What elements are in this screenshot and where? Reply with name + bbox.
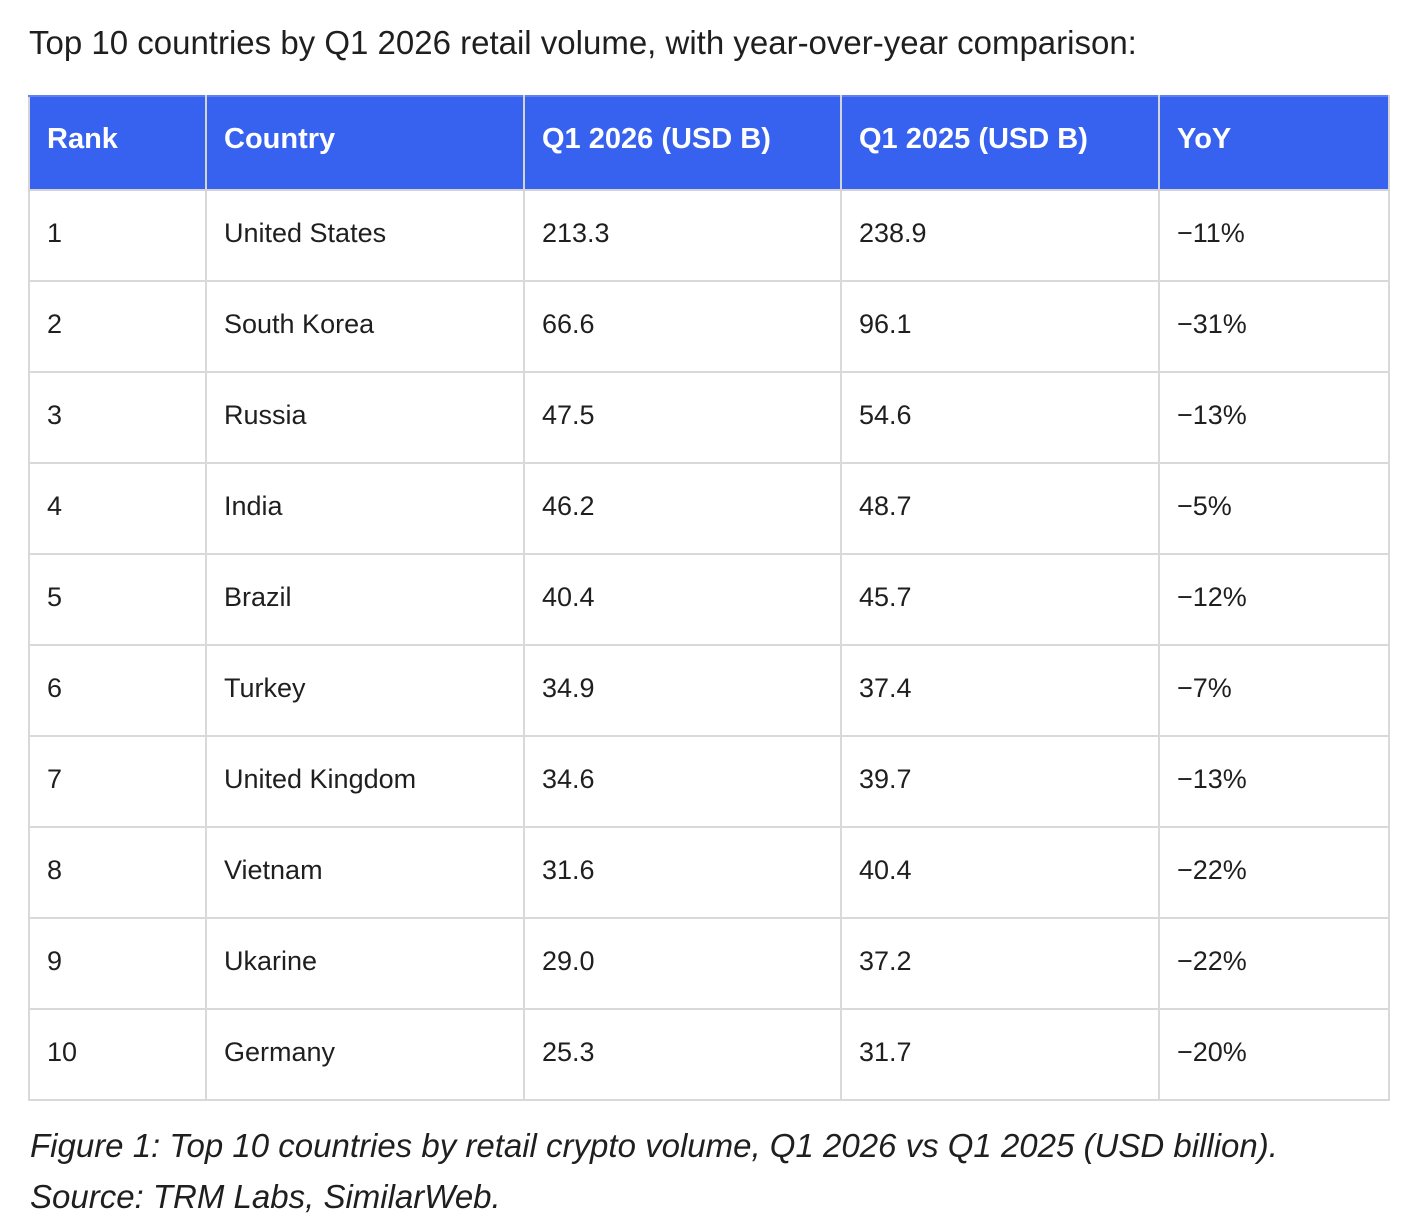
figure-caption: Figure 1: Top 10 countries by retail cry… xyxy=(30,1127,1278,1215)
yoy-cell: −11% xyxy=(1158,189,1390,282)
table-row: 1 United States 213.3 238.9 −11% xyxy=(28,189,1390,282)
rank-cell: 3 xyxy=(28,371,207,464)
q1-2025-cell: 31.7 xyxy=(840,1008,1160,1101)
table-row: 7 United Kingdom 34.6 39.7 −13% xyxy=(28,735,1390,828)
table-row: 4 India 46.2 48.7 −5% xyxy=(28,462,1390,555)
rank-cell: 1 xyxy=(28,189,207,282)
yoy-cell: −5% xyxy=(1158,462,1390,555)
table-row: 3 Russia 47.5 54.6 −13% xyxy=(28,371,1390,464)
rank-cell: 8 xyxy=(28,826,207,919)
table-row: 8 Vietnam 31.6 40.4 −22% xyxy=(28,826,1390,919)
country-cell: United States xyxy=(205,189,525,282)
yoy-cell: −12% xyxy=(1158,553,1390,646)
rank-cell: 2 xyxy=(28,280,207,373)
q1-2026-cell: 213.3 xyxy=(523,189,842,282)
q1-2026-cell: 31.6 xyxy=(523,826,842,919)
rank-cell: 9 xyxy=(28,917,207,1010)
column-header-yoy: YoY xyxy=(1158,95,1390,191)
country-cell: Ukarine xyxy=(205,917,525,1010)
q1-2025-cell: 96.1 xyxy=(840,280,1160,373)
q1-2026-cell: 34.9 xyxy=(523,644,842,737)
q1-2025-cell: 39.7 xyxy=(840,735,1160,828)
q1-2026-cell: 47.5 xyxy=(523,371,842,464)
intro-text: Top 10 countries by Q1 2026 retail volum… xyxy=(29,24,1137,61)
table-header-row: Rank Country Q1 2026 (USD B) Q1 2025 (US… xyxy=(28,95,1390,191)
retail-volume-table: Rank Country Q1 2026 (USD B) Q1 2025 (US… xyxy=(28,95,1390,1101)
country-cell: Brazil xyxy=(205,553,525,646)
yoy-cell: −31% xyxy=(1158,280,1390,373)
table-row: 2 South Korea 66.6 96.1 −31% xyxy=(28,280,1390,373)
rank-cell: 10 xyxy=(28,1008,207,1101)
rank-cell: 6 xyxy=(28,644,207,737)
table-row: 5 Brazil 40.4 45.7 −12% xyxy=(28,553,1390,646)
table-row: 9 Ukarine 29.0 37.2 −22% xyxy=(28,917,1390,1010)
q1-2026-cell: 29.0 xyxy=(523,917,842,1010)
table-row: 10 Germany 25.3 31.7 −20% xyxy=(28,1008,1390,1101)
q1-2025-cell: 37.2 xyxy=(840,917,1160,1010)
yoy-cell: −20% xyxy=(1158,1008,1390,1101)
country-cell: Germany xyxy=(205,1008,525,1101)
yoy-cell: −22% xyxy=(1158,826,1390,919)
rank-cell: 7 xyxy=(28,735,207,828)
q1-2026-cell: 40.4 xyxy=(523,553,842,646)
table-row: 6 Turkey 34.9 37.4 −7% xyxy=(28,644,1390,737)
yoy-cell: −13% xyxy=(1158,735,1390,828)
q1-2025-cell: 45.7 xyxy=(840,553,1160,646)
column-header-q1-2025: Q1 2025 (USD B) xyxy=(840,95,1160,191)
q1-2026-cell: 25.3 xyxy=(523,1008,842,1101)
country-cell: South Korea xyxy=(205,280,525,373)
q1-2026-cell: 66.6 xyxy=(523,280,842,373)
yoy-cell: −7% xyxy=(1158,644,1390,737)
q1-2025-cell: 37.4 xyxy=(840,644,1160,737)
country-cell: India xyxy=(205,462,525,555)
column-header-q1-2026: Q1 2026 (USD B) xyxy=(523,95,842,191)
country-cell: Turkey xyxy=(205,644,525,737)
yoy-cell: −13% xyxy=(1158,371,1390,464)
q1-2025-cell: 238.9 xyxy=(840,189,1160,282)
rank-cell: 5 xyxy=(28,553,207,646)
q1-2025-cell: 54.6 xyxy=(840,371,1160,464)
country-cell: United Kingdom xyxy=(205,735,525,828)
q1-2025-cell: 48.7 xyxy=(840,462,1160,555)
q1-2025-cell: 40.4 xyxy=(840,826,1160,919)
country-cell: Russia xyxy=(205,371,525,464)
q1-2026-cell: 34.6 xyxy=(523,735,842,828)
column-header-rank: Rank xyxy=(28,95,207,191)
column-header-country: Country xyxy=(205,95,525,191)
q1-2026-cell: 46.2 xyxy=(523,462,842,555)
rank-cell: 4 xyxy=(28,462,207,555)
country-cell: Vietnam xyxy=(205,826,525,919)
yoy-cell: −22% xyxy=(1158,917,1390,1010)
